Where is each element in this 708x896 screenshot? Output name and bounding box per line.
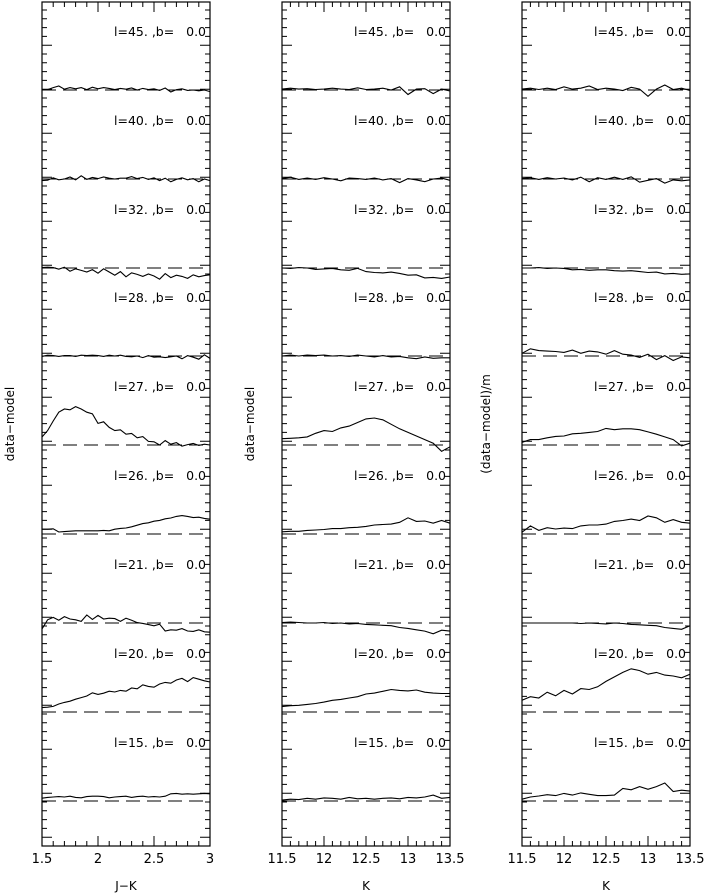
series-line (41, 85, 211, 93)
series-label: l=20. ,b= 0.0 (354, 646, 446, 661)
y-axis-label: data−model (243, 387, 257, 461)
y-axis-label: data−model (3, 387, 17, 461)
y-tick-marks (282, 9, 450, 847)
y-tick-marks (42, 9, 210, 847)
series-line (281, 354, 450, 360)
x-axis-label: K (362, 879, 371, 893)
series-line (521, 782, 691, 800)
x-tick-label: 13.5 (436, 852, 465, 867)
series-line (521, 176, 691, 184)
x-tick-label: 13 (640, 852, 657, 867)
series-line (522, 267, 691, 275)
series-line (281, 86, 451, 96)
series-line (521, 84, 691, 98)
series-label: l=26. ,b= 0.0 (594, 468, 686, 483)
series-label: l=45. ,b= 0.0 (114, 24, 206, 39)
x-tick-label: 3 (206, 852, 214, 867)
x-tick-label: 13 (400, 852, 417, 867)
series-label: l=21. ,b= 0.0 (594, 557, 686, 572)
series-label: l=27. ,b= 0.0 (594, 379, 686, 394)
x-tick-label: 11.5 (508, 852, 537, 867)
y-axis-label: (data−model)/m (479, 374, 493, 474)
series-line (521, 515, 691, 533)
series-label: l=45. ,b= 0.0 (594, 24, 686, 39)
series-line (41, 405, 211, 447)
series-label: l=21. ,b= 0.0 (114, 557, 206, 572)
series-line (41, 676, 211, 709)
series-line (521, 427, 691, 447)
series-label: l=32. ,b= 0.0 (594, 202, 686, 217)
series-line (281, 176, 451, 184)
series-label: l=21. ,b= 0.0 (354, 557, 446, 572)
panel-frame (521, 1, 691, 847)
series-line (281, 621, 451, 635)
series-line (281, 794, 451, 801)
series-label: l=27. ,b= 0.0 (114, 379, 206, 394)
x-tick-label: 12 (556, 852, 573, 867)
series-label: l=45. ,b= 0.0 (354, 24, 446, 39)
series-label: l=28. ,b= 0.0 (594, 290, 686, 305)
series-label: l=20. ,b= 0.0 (594, 646, 686, 661)
series-label: l=15. ,b= 0.0 (354, 735, 446, 750)
series-label: l=40. ,b= 0.0 (594, 113, 686, 128)
y-tick-marks (522, 9, 690, 847)
x-tick-label: 12 (316, 852, 333, 867)
series-label: l=40. ,b= 0.0 (114, 113, 206, 128)
x-tick-label: 2.5 (144, 852, 165, 867)
series-label: l=20. ,b= 0.0 (114, 646, 206, 661)
series-line (41, 354, 211, 360)
x-tick-marks (281, 2, 451, 846)
series-label: l=32. ,b= 0.0 (114, 202, 206, 217)
series-label: l=26. ,b= 0.0 (114, 468, 206, 483)
panel-frame (41, 1, 211, 847)
series-line (521, 668, 691, 701)
series-line (521, 348, 691, 362)
x-axis-label: K (602, 879, 611, 893)
series-line (281, 417, 451, 452)
series-label: l=15. ,b= 0.0 (594, 735, 686, 750)
series-label: l=28. ,b= 0.0 (354, 290, 446, 305)
x-axis-label: J−K (114, 879, 138, 893)
series-line (41, 792, 211, 799)
x-tick-label: 13.5 (676, 852, 705, 867)
x-tick-label: 2 (94, 852, 102, 867)
panel-frame (281, 1, 451, 847)
series-line (41, 266, 211, 280)
x-tick-label: 11.5 (268, 852, 297, 867)
series-line (41, 175, 211, 183)
x-tick-label: 1.5 (32, 852, 53, 867)
series-line (281, 267, 451, 279)
series-label: l=32. ,b= 0.0 (354, 202, 446, 217)
series-label: l=27. ,b= 0.0 (354, 379, 446, 394)
series-label: l=15. ,b= 0.0 (114, 735, 206, 750)
x-tick-label: 12.5 (352, 852, 381, 867)
series-line (281, 688, 450, 708)
series-label: l=28. ,b= 0.0 (114, 290, 206, 305)
series-line (522, 622, 691, 630)
series-line (281, 517, 451, 533)
x-tick-marks (41, 2, 211, 846)
series-label: l=40. ,b= 0.0 (354, 113, 446, 128)
series-line (42, 515, 211, 533)
series-line (41, 614, 211, 633)
x-tick-label: 12.5 (592, 852, 621, 867)
x-tick-marks (521, 2, 691, 846)
series-label: l=26. ,b= 0.0 (354, 468, 446, 483)
